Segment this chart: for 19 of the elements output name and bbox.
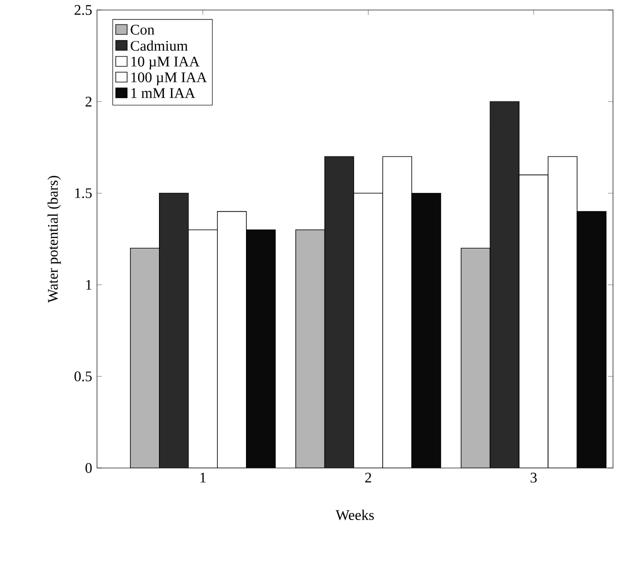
y-tick-label: 2	[86, 96, 92, 106]
bar	[324, 156, 354, 468]
y-tick-label: 0.5	[74, 371, 92, 382]
x-tick-label: 1	[200, 472, 206, 482]
bar	[159, 192, 189, 468]
legend-label: Cadmium	[130, 40, 188, 51]
legend-label: 100 µM IAA	[131, 72, 207, 86]
x-tick-label: 2	[365, 472, 372, 482]
y-tick-label: 2.5	[74, 5, 92, 15]
bar	[490, 101, 520, 468]
legend-label: Con	[130, 24, 154, 35]
x-axis-title: Weeks	[336, 510, 374, 520]
legend-label: 1 mM IAA	[131, 88, 196, 98]
y-tick-label: 1	[86, 280, 92, 290]
x-tick-label: 3	[530, 472, 537, 483]
legend-label: 10 µM IAA	[131, 56, 200, 70]
y-axis-title: Water potential (bars)	[48, 176, 61, 303]
y-tick-label: 1.5	[75, 188, 92, 198]
y-tick-label: 0	[86, 463, 92, 473]
